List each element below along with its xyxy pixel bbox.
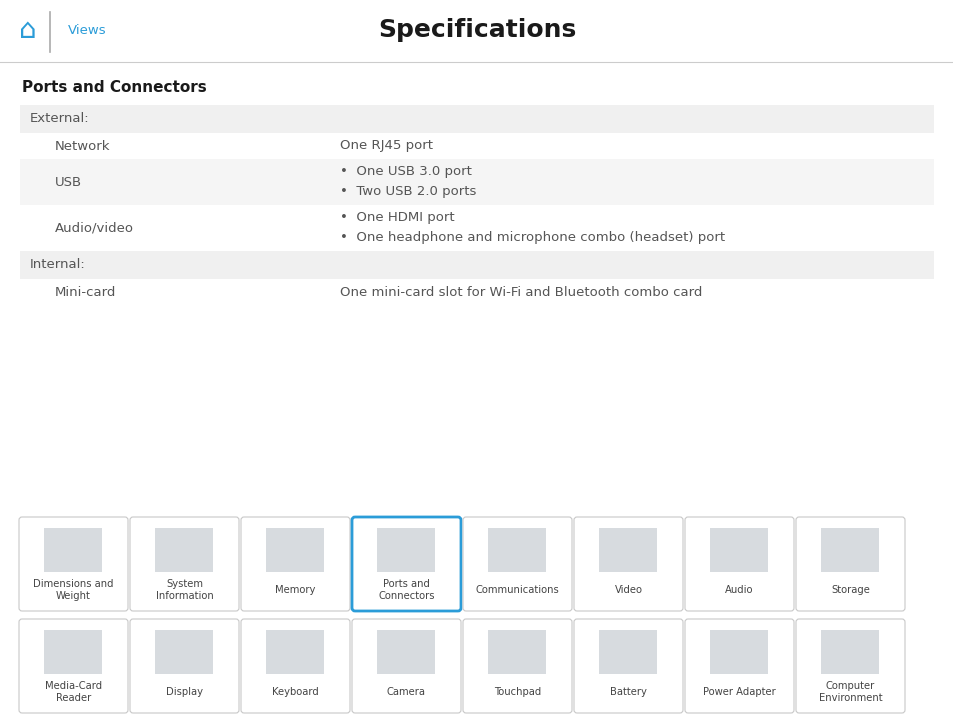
Bar <box>20 133 933 159</box>
FancyBboxPatch shape <box>574 517 682 611</box>
Text: Battery: Battery <box>609 687 646 697</box>
FancyBboxPatch shape <box>795 619 904 713</box>
Bar <box>45 528 102 572</box>
Bar <box>377 630 435 674</box>
Text: Communications: Communications <box>476 585 558 595</box>
FancyBboxPatch shape <box>684 517 793 611</box>
Bar <box>266 528 324 572</box>
Text: •  Two USB 2.0 ports: • Two USB 2.0 ports <box>339 185 476 198</box>
Text: Media-Card
Reader: Media-Card Reader <box>45 681 102 703</box>
Text: Network: Network <box>55 139 111 153</box>
Text: Audio: Audio <box>724 585 753 595</box>
Text: Keyboard: Keyboard <box>272 687 318 697</box>
Bar <box>155 528 213 572</box>
FancyBboxPatch shape <box>352 517 460 611</box>
Bar <box>45 630 102 674</box>
Text: Dimensions and
Weight: Dimensions and Weight <box>33 579 113 601</box>
Bar <box>20 159 933 205</box>
FancyBboxPatch shape <box>19 517 128 611</box>
Text: Specifications: Specifications <box>377 18 576 42</box>
FancyBboxPatch shape <box>19 619 128 713</box>
FancyBboxPatch shape <box>241 517 350 611</box>
Text: Ports and Connectors: Ports and Connectors <box>22 81 207 95</box>
Text: •  One HDMI port: • One HDMI port <box>339 211 455 224</box>
Text: System
Information: System Information <box>155 579 213 601</box>
Bar <box>377 528 435 572</box>
Bar <box>488 528 546 572</box>
Text: Mini-card: Mini-card <box>55 286 116 299</box>
FancyBboxPatch shape <box>241 619 350 713</box>
Bar <box>821 528 879 572</box>
Text: •  One USB 3.0 port: • One USB 3.0 port <box>339 166 472 179</box>
FancyBboxPatch shape <box>574 619 682 713</box>
Text: ⌂: ⌂ <box>19 16 37 44</box>
FancyBboxPatch shape <box>684 619 793 713</box>
Bar <box>598 630 657 674</box>
Bar <box>266 630 324 674</box>
Text: USB: USB <box>55 175 82 188</box>
Text: Storage: Storage <box>830 585 869 595</box>
Text: •  One headphone and microphone combo (headset) port: • One headphone and microphone combo (he… <box>339 231 724 244</box>
Bar <box>821 630 879 674</box>
Text: External:: External: <box>30 112 90 125</box>
FancyBboxPatch shape <box>130 517 239 611</box>
Text: Audio/video: Audio/video <box>55 221 133 234</box>
Text: Ports and
Connectors: Ports and Connectors <box>377 579 435 601</box>
FancyBboxPatch shape <box>352 619 460 713</box>
Bar <box>20 205 933 251</box>
FancyBboxPatch shape <box>795 517 904 611</box>
FancyBboxPatch shape <box>462 619 572 713</box>
Bar <box>20 279 933 307</box>
FancyBboxPatch shape <box>462 517 572 611</box>
Text: Camera: Camera <box>387 687 426 697</box>
Text: Power Adapter: Power Adapter <box>702 687 775 697</box>
Text: One RJ45 port: One RJ45 port <box>339 139 433 153</box>
Text: Views: Views <box>68 25 107 37</box>
Text: Touchpad: Touchpad <box>494 687 540 697</box>
Text: Internal:: Internal: <box>30 259 86 272</box>
Text: One mini-card slot for Wi-Fi and Bluetooth combo card: One mini-card slot for Wi-Fi and Bluetoo… <box>339 286 701 299</box>
Bar <box>20 105 933 133</box>
Bar <box>710 630 768 674</box>
Bar <box>155 630 213 674</box>
FancyBboxPatch shape <box>130 619 239 713</box>
Text: Display: Display <box>166 687 203 697</box>
Bar <box>488 630 546 674</box>
Text: Memory: Memory <box>275 585 315 595</box>
Text: Computer
Environment: Computer Environment <box>818 681 882 703</box>
Bar <box>710 528 768 572</box>
Bar <box>20 251 933 279</box>
Text: Video: Video <box>614 585 641 595</box>
Bar <box>598 528 657 572</box>
